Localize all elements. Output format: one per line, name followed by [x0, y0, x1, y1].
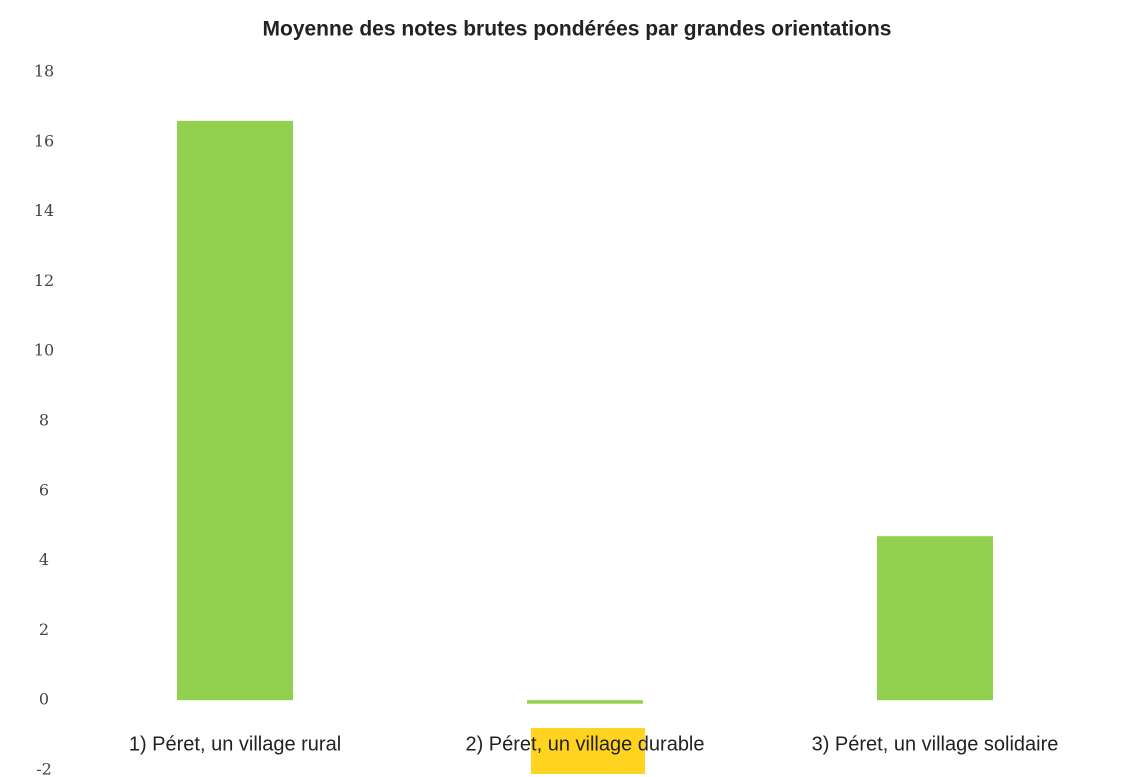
y-tick-label: -2: [36, 760, 52, 777]
chart-title: Moyenne des notes brutes pondérées par g…: [263, 18, 892, 41]
bar: [177, 120, 293, 701]
bar: [527, 700, 643, 704]
x-tick-label: 3) Péret, un village solidaire: [812, 733, 1059, 755]
y-tick-label: 4: [39, 550, 49, 569]
y-tick-label: 16: [34, 131, 54, 150]
y-tick-label: 8: [39, 411, 49, 430]
y-tick-label: 18: [34, 62, 54, 81]
highlight: [531, 728, 645, 774]
bar: [877, 536, 993, 701]
y-tick-label: 0: [39, 690, 49, 709]
y-tick-label: 10: [34, 341, 54, 360]
y-tick-label: 6: [39, 480, 49, 499]
x-tick-label: 2) Péret, un village durable: [465, 733, 704, 755]
x-tick-label: 1) Péret, un village rural: [129, 733, 341, 755]
y-tick-label: 12: [34, 271, 54, 290]
y-tick-label: 2: [39, 620, 49, 639]
y-tick-label: 14: [34, 201, 54, 220]
